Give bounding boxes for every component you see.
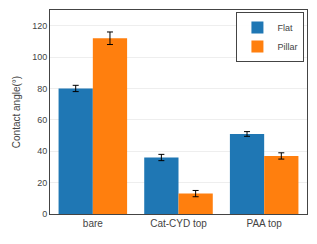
svg-text:120: 120 — [32, 21, 47, 31]
svg-text:40: 40 — [37, 146, 47, 156]
svg-text:80: 80 — [37, 84, 47, 94]
svg-text:Flat: Flat — [277, 23, 293, 33]
svg-text:PAA top: PAA top — [246, 218, 282, 229]
svg-text:bare: bare — [83, 218, 103, 229]
svg-text:100: 100 — [32, 52, 47, 62]
svg-text:Cat-CYD top: Cat-CYD top — [150, 218, 207, 229]
svg-text:0: 0 — [42, 209, 47, 219]
svg-text:20: 20 — [37, 178, 47, 188]
svg-text:Contact angle(°): Contact angle(°) — [11, 76, 22, 148]
svg-text:60: 60 — [37, 115, 47, 125]
svg-text:Pillar: Pillar — [277, 42, 297, 52]
